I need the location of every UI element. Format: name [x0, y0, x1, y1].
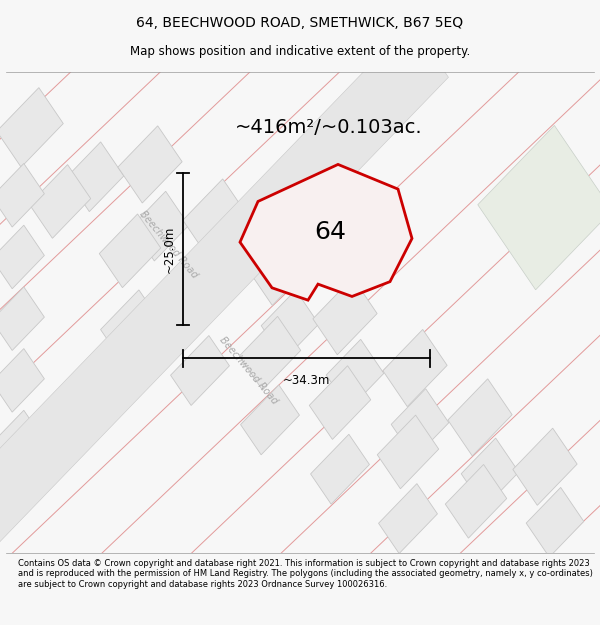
Polygon shape — [309, 366, 371, 439]
Polygon shape — [311, 434, 370, 504]
Text: ~416m²/~0.103ac.: ~416m²/~0.103ac. — [235, 118, 422, 137]
Polygon shape — [118, 126, 182, 203]
Polygon shape — [526, 488, 584, 557]
Text: Beechwood Road: Beechwood Road — [137, 209, 199, 280]
Polygon shape — [0, 349, 44, 412]
Text: 64: 64 — [314, 220, 346, 244]
Polygon shape — [66, 142, 124, 212]
Polygon shape — [183, 179, 247, 256]
Polygon shape — [377, 415, 439, 489]
Polygon shape — [448, 379, 512, 456]
Text: ~25.0m: ~25.0m — [163, 225, 176, 272]
Text: 64, BEECHWOOD ROAD, SMETHWICK, B67 5EQ: 64, BEECHWOOD ROAD, SMETHWICK, B67 5EQ — [136, 16, 464, 30]
Polygon shape — [0, 22, 448, 553]
Polygon shape — [196, 241, 254, 311]
Polygon shape — [0, 88, 63, 167]
Polygon shape — [513, 428, 577, 506]
Polygon shape — [379, 484, 437, 554]
Polygon shape — [131, 191, 189, 261]
Polygon shape — [101, 290, 160, 360]
Text: Beechwood Road: Beechwood Road — [217, 335, 279, 406]
Polygon shape — [478, 126, 600, 290]
Polygon shape — [169, 267, 231, 341]
Polygon shape — [391, 389, 449, 458]
Polygon shape — [461, 438, 519, 508]
Polygon shape — [170, 336, 229, 406]
Polygon shape — [241, 385, 299, 455]
Polygon shape — [383, 329, 447, 407]
Polygon shape — [0, 225, 44, 289]
Polygon shape — [326, 339, 384, 409]
Polygon shape — [99, 214, 161, 288]
Polygon shape — [0, 410, 44, 474]
Polygon shape — [0, 287, 44, 351]
Text: Contains OS data © Crown copyright and database right 2021. This information is : Contains OS data © Crown copyright and d… — [18, 559, 593, 589]
Polygon shape — [261, 290, 319, 360]
Polygon shape — [445, 464, 507, 538]
Polygon shape — [313, 278, 377, 355]
Polygon shape — [0, 164, 44, 227]
Polygon shape — [248, 228, 312, 306]
Text: Map shows position and indicative extent of the property.: Map shows position and indicative extent… — [130, 45, 470, 58]
Polygon shape — [240, 164, 412, 300]
Polygon shape — [239, 316, 301, 390]
Text: ~34.3m: ~34.3m — [283, 374, 330, 387]
Polygon shape — [29, 164, 91, 238]
